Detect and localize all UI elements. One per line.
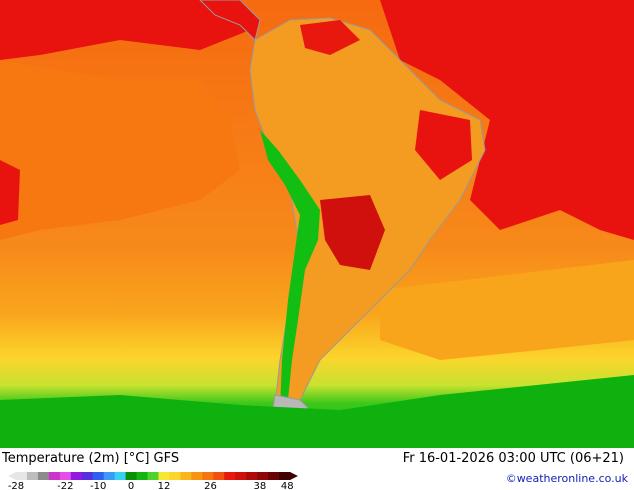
legend-swatch xyxy=(235,472,247,480)
legend-swatch xyxy=(268,472,280,480)
legend-swatch xyxy=(279,472,291,480)
land-hot-core xyxy=(320,195,385,270)
legend-swatch xyxy=(37,472,50,480)
temperature-map xyxy=(0,0,634,448)
hot-zone-north-atlantic xyxy=(380,0,634,240)
legend-tick-label: 26 xyxy=(204,481,217,490)
legend-swatch xyxy=(81,472,94,480)
legend-tick-label: 0 xyxy=(128,481,134,490)
legend-arrow-low xyxy=(8,472,16,480)
legend-swatch xyxy=(26,472,39,480)
central-america-land xyxy=(199,0,261,41)
legend-swatch xyxy=(136,472,149,480)
legend-swatch xyxy=(257,472,269,480)
legend-swatch xyxy=(202,472,214,480)
credit-link[interactable]: ©weatheronline.co.uk xyxy=(505,472,628,485)
southern-ocean-cold xyxy=(0,375,634,448)
hot-zone-north-pacific xyxy=(0,0,250,60)
legend-swatch xyxy=(147,472,159,480)
land-hot-east xyxy=(415,110,472,180)
legend-swatch xyxy=(70,472,83,480)
hot-patch-west xyxy=(0,160,20,225)
legend-swatch xyxy=(16,472,28,480)
legend-swatch xyxy=(125,472,138,480)
legend-swatch xyxy=(158,472,170,480)
legend-swatch xyxy=(59,472,72,480)
legend-tick-label: 12 xyxy=(158,481,171,490)
map-footer: Temperature (2m) [°C] GFS Fr 16-01-2026 … xyxy=(0,448,634,490)
warm-zone-pacific xyxy=(0,60,240,240)
andes-cold-strip xyxy=(260,130,320,410)
legend-arrow-high xyxy=(290,472,298,480)
legend-tick-label: 48 xyxy=(281,481,294,490)
legend-swatch xyxy=(180,472,192,480)
legend-swatch xyxy=(103,472,116,480)
legend-swatch xyxy=(169,472,181,480)
mild-zone-south-atlantic xyxy=(380,260,634,360)
legend-swatch xyxy=(191,472,203,480)
legend-swatch xyxy=(48,472,61,480)
map-datetime: Fr 16-01-2026 03:00 UTC (06+21) xyxy=(402,451,624,466)
color-scale-legend: -28 -22 -10 0 12 26 38 48 xyxy=(8,472,298,490)
legend-tick-label: -28 xyxy=(8,481,24,490)
legend-tick-label: 38 xyxy=(253,481,266,490)
legend-swatch xyxy=(246,472,258,480)
legend-swatch xyxy=(224,472,236,480)
land-hot-north xyxy=(300,20,360,55)
legend-tick-label: -10 xyxy=(90,481,106,490)
legend-swatch xyxy=(213,472,225,480)
legend-swatch xyxy=(114,472,127,480)
legend-tick-label: -22 xyxy=(57,481,73,490)
legend-swatch xyxy=(92,472,105,480)
map-title: Temperature (2m) [°C] GFS xyxy=(2,451,180,466)
